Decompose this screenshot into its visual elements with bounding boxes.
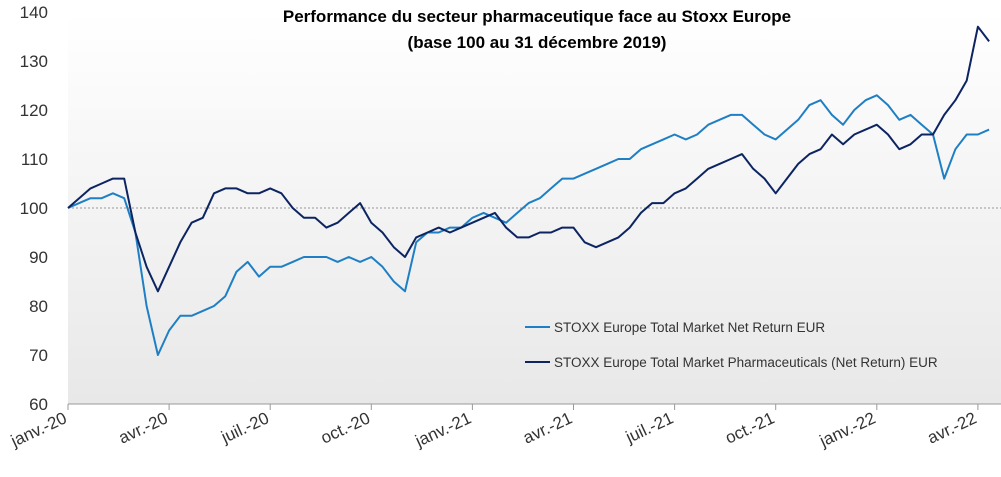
chart-title: Performance du secteur pharmaceutique fa… bbox=[283, 7, 791, 26]
y-tick-label: 70 bbox=[29, 346, 48, 365]
y-tick-label: 140 bbox=[20, 3, 48, 22]
legend-label: STOXX Europe Total Market Net Return EUR bbox=[554, 320, 825, 335]
y-tick-label: 90 bbox=[29, 248, 48, 267]
x-tick-label: oct.-20 bbox=[318, 408, 373, 447]
y-tick-label: 130 bbox=[20, 52, 48, 71]
y-tick-label: 60 bbox=[29, 395, 48, 414]
y-tick-label: 100 bbox=[20, 199, 48, 218]
x-tick-label: avr.-22 bbox=[924, 408, 979, 447]
y-tick-label: 110 bbox=[21, 150, 48, 169]
y-tick-label: 120 bbox=[20, 101, 48, 120]
legend-label: STOXX Europe Total Market Pharmaceutical… bbox=[554, 355, 938, 370]
x-tick-label: janv.-20 bbox=[7, 408, 70, 451]
x-tick-label: janv.-22 bbox=[816, 408, 879, 451]
x-tick-label: juil.-21 bbox=[622, 408, 676, 447]
series-line bbox=[67, 94, 990, 356]
chart-subtitle: (base 100 au 31 décembre 2019) bbox=[408, 33, 667, 52]
x-tick-label: juil.-20 bbox=[218, 408, 272, 447]
x-tick-label: oct.-21 bbox=[722, 408, 777, 447]
x-tick-label: avr.-21 bbox=[520, 408, 575, 447]
x-tick-label: janv.-21 bbox=[411, 408, 474, 451]
series-line bbox=[67, 25, 990, 293]
x-tick-label: avr.-20 bbox=[116, 408, 171, 447]
y-tick-label: 80 bbox=[29, 297, 48, 316]
